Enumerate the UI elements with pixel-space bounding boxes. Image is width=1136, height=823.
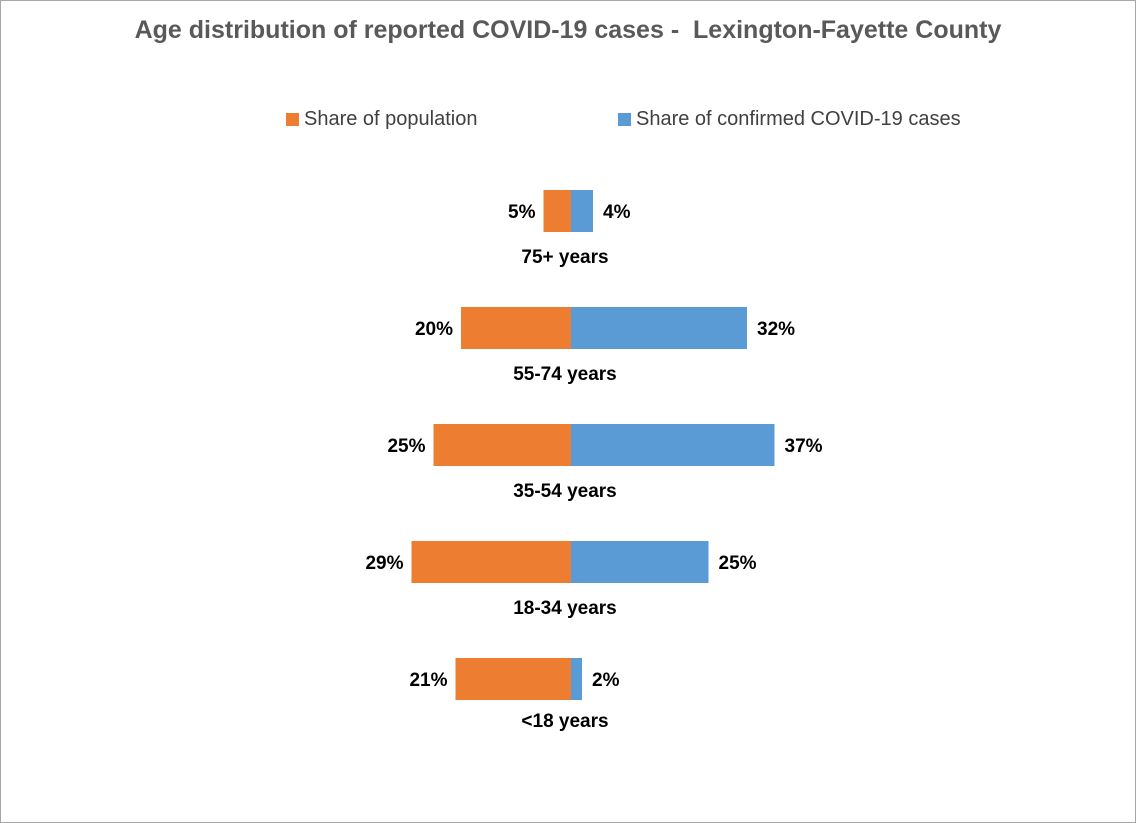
category-label: 55-74 years	[513, 364, 617, 385]
data-label-population: 21%	[409, 670, 447, 691]
bar-population	[411, 541, 571, 583]
legend-swatch-cases	[618, 113, 631, 126]
category-label: 75+ years	[521, 247, 608, 268]
data-label-cases: 37%	[785, 436, 823, 457]
bar-population	[461, 307, 571, 349]
bar-cases	[571, 424, 775, 466]
category-label: <18 years	[521, 711, 608, 732]
data-label-population: 29%	[365, 553, 403, 574]
data-label-cases: 32%	[757, 319, 795, 340]
chart-title: Age distribution of reported COVID-19 ca…	[134, 16, 1002, 44]
data-label-population: 25%	[387, 436, 425, 457]
legend-swatch-population	[286, 113, 299, 126]
bar-cases	[571, 190, 593, 232]
bar-cases	[571, 307, 747, 349]
legend-item-cases: Share of confirmed COVID-19 cases	[618, 108, 961, 131]
legend-label-cases: Share of confirmed COVID-19 cases	[636, 108, 961, 130]
bar-cases	[571, 658, 582, 700]
bar-population	[543, 190, 571, 232]
category-label: 35-54 years	[513, 481, 617, 502]
legend-label-population: Share of population	[304, 108, 478, 130]
data-label-population: 5%	[508, 202, 536, 223]
legend-item-population: Share of population	[286, 108, 477, 131]
bar-cases	[571, 541, 709, 583]
data-label-cases: 4%	[603, 202, 631, 223]
category-label: 18-34 years	[513, 598, 617, 619]
bar-population	[455, 658, 571, 700]
bar-population	[433, 424, 571, 466]
legend: Share of population Share of confirmed C…	[0, 108, 1136, 138]
data-label-population: 20%	[415, 319, 453, 340]
data-label-cases: 2%	[592, 670, 620, 691]
data-label-cases: 25%	[719, 553, 757, 574]
